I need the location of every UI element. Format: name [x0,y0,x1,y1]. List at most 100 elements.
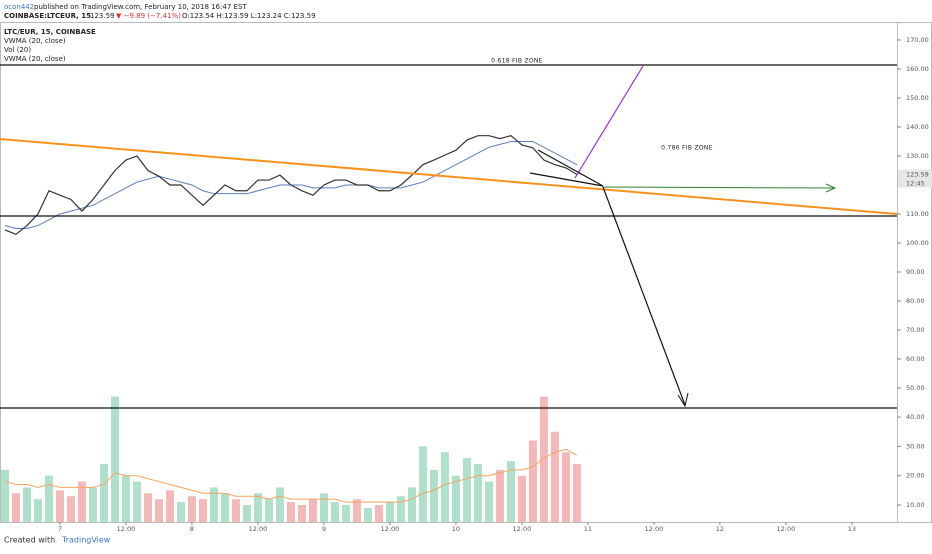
x-tick-label: 12:00 [513,525,532,533]
publisher[interactable]: ocon442 [4,3,34,11]
volume-bar [528,440,537,522]
x-tick-label: 12:00 [249,525,268,533]
volume-bar [154,499,163,522]
y-tick-label: 130.00 [906,152,929,160]
volume-bar [11,493,20,522]
volume-bar [319,493,328,522]
up-path [574,65,644,179]
fib-label: 0.618 FIB ZONE [491,58,543,65]
volume-bar [165,490,174,522]
y-tick-label: 10.00 [906,501,925,509]
pane-border [0,22,932,523]
last-price-label: 123.59 [906,171,929,179]
y-tick-label: 100.00 [906,239,929,247]
countdown-label: 12:45 [906,180,925,188]
y-tick-label: 140.00 [906,123,929,131]
footer-created: Created with [4,536,55,545]
volume-bar [297,505,306,522]
volume-bar [462,458,471,522]
volume-bar [88,487,97,522]
volume-bar [396,496,405,522]
down-arrow [602,186,686,406]
volume-bar [22,487,31,522]
y-tick-label: 60.00 [906,355,925,363]
y-tick-label: 110.00 [906,210,929,218]
volume-bar [143,493,152,522]
volume-bar [572,463,581,522]
volume-bar [429,469,438,522]
volume-bar [385,502,394,522]
x-tick-label: 12:00 [117,525,136,533]
y-tick-label: 160.00 [906,65,929,73]
volume-bar [286,502,295,522]
side-arrow [602,186,834,189]
volume-bar [110,396,119,522]
volume-bar [99,463,108,522]
volume-bar [132,481,141,522]
volume-bar [187,496,196,522]
down-arrow-head [677,392,689,408]
volume-bar [407,487,416,522]
y-tick-label: 30.00 [906,442,925,450]
legend-vwma: VWMA (20, close) [4,37,66,45]
fib-label: 0.786 FIB ZONE [661,145,713,152]
volume-bar [77,481,86,522]
change: ▼ −9.89 (−7.41%) [116,12,181,20]
volume-bar [220,493,229,522]
volume-bar [44,475,53,522]
volume-bar [495,469,504,522]
volume-bar [198,499,207,522]
footer-brand[interactable]: TradingView [61,536,111,545]
volume-bar [451,475,460,522]
wedge-bottom [529,172,604,187]
last-price-box [898,169,932,188]
volume-bar [341,505,350,522]
published: published on TradingView.com, February 1… [34,3,247,11]
volume-bar [0,469,9,522]
x-tick-label: 12 [716,525,724,533]
x-tick-label: 12:00 [777,525,796,533]
symbol: COINBASE:LTCEUR, 15 [4,12,91,20]
y-tick-label: 70.00 [906,326,925,334]
volume-bar [363,507,372,522]
volume-bar [253,493,262,522]
x-tick-label: 13 [848,525,856,533]
volume-bar [264,499,273,522]
volume-bar [33,499,42,522]
volume-bar [473,463,482,522]
volume-bar [66,496,75,522]
volume-bar [352,499,361,522]
series-line [4,448,578,503]
legend-vol: Vol (20) [4,46,31,54]
legend-main: LTC/EUR, 15, COINBASE [4,28,96,36]
x-tick-label: 7 [58,525,62,533]
volume-bar [275,487,284,522]
side-arrow-head [825,183,837,193]
volume-bar [209,487,218,522]
volume-bar [517,475,526,522]
y-tick-label: 40.00 [906,413,925,421]
x-tick-label: 12:00 [381,525,400,533]
y-tick-label: 150.00 [906,94,929,102]
volume-bar [55,490,64,522]
volume-bar [561,452,570,522]
volume-bar [308,499,317,522]
x-tick-label: 12:00 [645,525,664,533]
x-tick-label: 10 [452,525,460,533]
x-tick-label: 11 [584,525,592,533]
ohlc: O:123.54 H:123.59 L:123.24 C:123.59 [182,12,316,20]
volume-bar [506,461,515,522]
x-tick-label: 8 [190,525,194,533]
y-tick-label: 50.00 [906,384,925,392]
volume-bar [330,502,339,522]
volume-bar [176,502,185,522]
volume-bar [550,431,559,522]
y-tick-label: 170.00 [906,36,929,44]
y-tick-label: 20.00 [906,472,925,480]
volume-bar [242,505,251,522]
x-tick-label: 9 [322,525,326,533]
series-line [4,135,578,235]
volume-bar [440,452,449,522]
